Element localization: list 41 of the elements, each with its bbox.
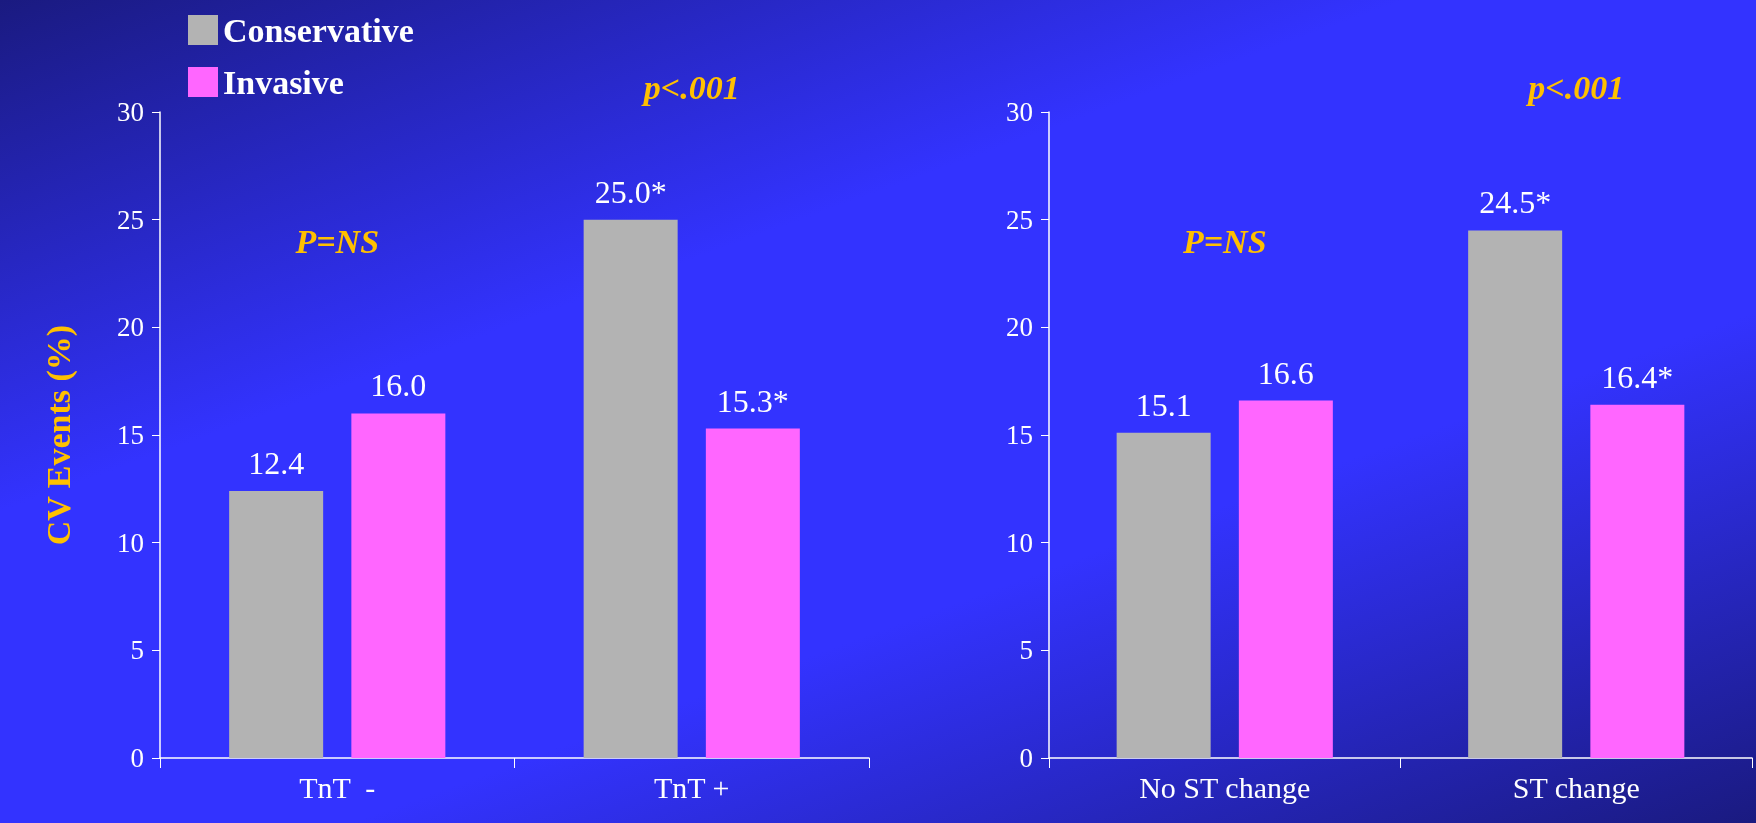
y-tick-label: 5 xyxy=(1019,635,1033,666)
y-tick-label: 30 xyxy=(117,97,144,127)
bar xyxy=(705,428,800,758)
data-label: 15.1 xyxy=(1135,386,1192,423)
data-label: 16.4* xyxy=(1601,358,1674,395)
legend-label: Conservative xyxy=(223,11,414,49)
annotation: P=NS xyxy=(294,222,380,260)
data-label: 16.6 xyxy=(1257,354,1314,391)
y-tick-label: 15 xyxy=(1006,420,1033,450)
data-label: 12.4 xyxy=(248,444,305,481)
y-tick-label: 30 xyxy=(1006,97,1033,127)
text: p<.001 xyxy=(640,68,740,106)
y-tick-label: 0 xyxy=(130,743,144,773)
y-tick-label: 5 xyxy=(130,635,144,666)
x-tick-label: ST change xyxy=(1512,770,1640,804)
y-axis-title: CV Events (%) xyxy=(39,324,78,546)
data-label: 24.5* xyxy=(1479,184,1552,221)
y-tick-label: 0 xyxy=(1019,743,1033,773)
legend-label: Invasive xyxy=(223,63,344,101)
bar xyxy=(1238,400,1333,758)
data-label: 16.0 xyxy=(370,367,427,404)
y-tick-label: 20 xyxy=(1006,312,1033,343)
y-tick-label: 10 xyxy=(1006,527,1033,558)
x-tick-label: TnT + xyxy=(653,770,730,804)
data-label: 15.3* xyxy=(716,382,789,419)
bar xyxy=(351,413,446,758)
bar xyxy=(583,219,678,758)
annotation: P=NS xyxy=(1181,222,1267,260)
x-tick-label: TnT - xyxy=(299,770,376,804)
bar xyxy=(229,490,324,758)
bar xyxy=(1590,404,1685,758)
bar xyxy=(1116,432,1211,758)
bar xyxy=(1468,230,1563,758)
y-tick-label: 20 xyxy=(117,312,144,343)
y-tick-label: 10 xyxy=(117,527,144,558)
text: p<.001 xyxy=(1525,68,1625,106)
y-tick-label: 25 xyxy=(117,204,144,235)
data-label: 25.0* xyxy=(594,173,667,210)
x-tick-label: No ST change xyxy=(1139,770,1311,804)
y-tick-label: 25 xyxy=(1006,204,1033,235)
y-tick-label: 15 xyxy=(117,420,144,450)
